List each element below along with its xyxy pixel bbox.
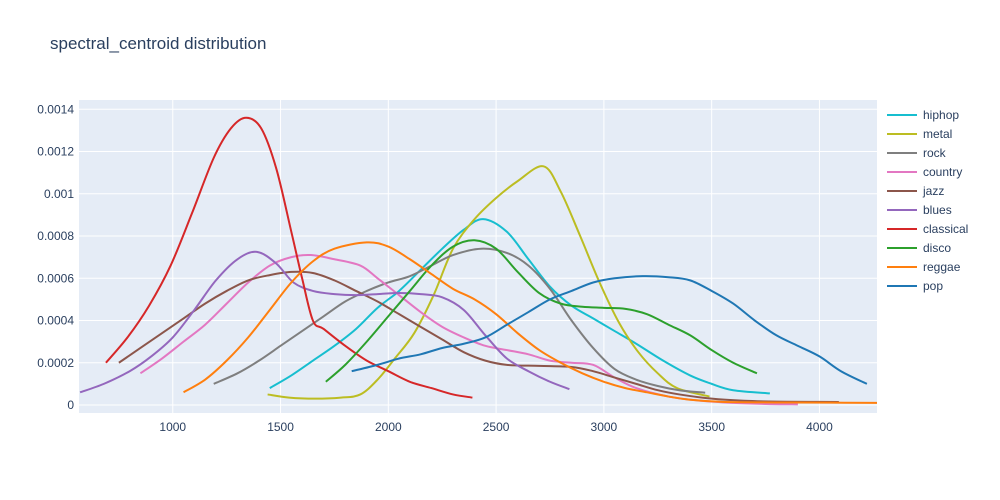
legend-item-hiphop[interactable]: hiphop xyxy=(887,105,968,124)
x-tick-label: 3500 xyxy=(698,420,725,434)
x-tick-label: 1000 xyxy=(159,420,186,434)
legend-swatch-hiphop xyxy=(887,113,917,116)
y-tick-label: 0.0012 xyxy=(37,145,74,159)
series-line-reggae[interactable] xyxy=(183,241,877,404)
series-line-pop[interactable] xyxy=(351,275,868,385)
y-tick-label: 0.0002 xyxy=(37,356,74,370)
y-tick-label: 0 xyxy=(67,398,74,412)
legend-label-pop: pop xyxy=(923,278,944,293)
legend-item-rock[interactable]: rock xyxy=(887,143,968,162)
series-line-metal[interactable] xyxy=(267,165,710,400)
legend-item-classical[interactable]: classical xyxy=(887,219,968,238)
legend-swatch-rock xyxy=(887,151,917,154)
plot-background xyxy=(79,100,877,413)
x-tick-label: 4000 xyxy=(806,420,833,434)
series-line-country[interactable] xyxy=(139,253,798,406)
y-tick-label: 0.0014 xyxy=(37,102,74,116)
series-line-rock[interactable] xyxy=(213,247,706,394)
legend-label-metal: metal xyxy=(923,126,953,141)
series-line-classical[interactable] xyxy=(105,116,473,399)
legend-label-blues: blues xyxy=(923,202,952,217)
legend-label-reggae: reggae xyxy=(923,259,961,274)
legend: hiphop metal rock country jazz blues classical… xyxy=(887,105,968,295)
y-tick-label: 0.0004 xyxy=(37,314,74,328)
y-tick-label: 0.0006 xyxy=(37,271,74,285)
legend-item-metal[interactable]: metal xyxy=(887,124,968,143)
x-tick-label: 3000 xyxy=(591,420,618,434)
legend-swatch-country xyxy=(887,170,917,173)
legend-swatch-jazz xyxy=(887,189,917,192)
legend-swatch-metal xyxy=(887,132,917,135)
legend-label-hiphop: hiphop xyxy=(923,107,960,122)
legend-label-disco: disco xyxy=(923,240,952,255)
legend-label-rock: rock xyxy=(923,145,946,160)
legend-swatch-reggae xyxy=(887,265,917,268)
legend-item-reggae[interactable]: reggae xyxy=(887,257,968,276)
series-line-disco[interactable] xyxy=(325,239,758,383)
legend-item-disco[interactable]: disco xyxy=(887,238,968,257)
y-tick-label: 0.001 xyxy=(44,187,74,201)
x-tick-label: 2500 xyxy=(483,420,510,434)
chart-title: spectral_centroid distribution xyxy=(50,34,267,53)
y-tick-label: 0.0008 xyxy=(37,229,74,243)
x-tick-label: 2000 xyxy=(375,420,402,434)
legend-item-blues[interactable]: blues xyxy=(887,200,968,219)
series-line-jazz[interactable] xyxy=(118,270,839,404)
legend-item-jazz[interactable]: jazz xyxy=(887,181,968,200)
series-line-hiphop[interactable] xyxy=(269,218,770,395)
x-tick-label: 1500 xyxy=(267,420,294,434)
legend-label-classical: classical xyxy=(923,221,969,236)
legend-item-pop[interactable]: pop xyxy=(887,276,968,295)
legend-label-country: country xyxy=(923,164,963,179)
legend-swatch-classical xyxy=(887,227,917,230)
legend-swatch-disco xyxy=(887,246,917,249)
legend-swatch-blues xyxy=(887,208,917,211)
legend-swatch-pop xyxy=(887,284,917,287)
legend-item-country[interactable]: country xyxy=(887,162,968,181)
legend-label-jazz: jazz xyxy=(923,183,945,198)
